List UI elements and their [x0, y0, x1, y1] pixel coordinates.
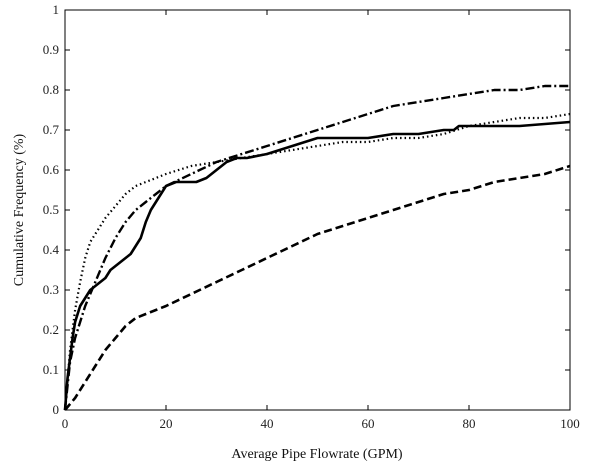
y-tick-label: 0.6 [43, 162, 60, 177]
y-tick-label: 0.4 [43, 242, 60, 257]
series-line-dotted [63, 112, 571, 411]
y-tick-label: 0.1 [43, 362, 59, 377]
x-tick-label: 80 [463, 416, 476, 431]
x-axis-label: Average Pipe Flowrate (GPM) [231, 447, 403, 462]
y-tick-label: 0.8 [43, 82, 59, 97]
y-tick-label: 0.9 [43, 42, 59, 57]
series-group [63, 84, 571, 411]
y-tick-label: 0.2 [43, 322, 59, 337]
series-line-dashed [64, 164, 571, 411]
plot-area [64, 9, 571, 411]
x-tick-label: 20 [160, 416, 173, 431]
y-axis-label: Cumulative Frequency (%) [12, 133, 27, 286]
x-tick-label: 100 [560, 416, 580, 431]
y-tick-label: 0.3 [43, 282, 59, 297]
x-tick-label: 40 [261, 416, 274, 431]
y-tick-label: 0.7 [43, 122, 60, 137]
y-axis: 0 0.1 0.2 0.3 0.4 0.5 0.6 0.7 0.8 0.9 1 [43, 2, 570, 417]
x-tick-label: 60 [362, 416, 375, 431]
y-tick-label: 0.5 [43, 202, 59, 217]
x-tick-label: 0 [62, 416, 69, 431]
series-line-dash-dot [63, 84, 570, 411]
y-tick-label: 0 [53, 402, 60, 417]
x-axis: 0 20 40 60 80 100 [62, 10, 580, 431]
y-tick-label: 1 [53, 2, 60, 17]
